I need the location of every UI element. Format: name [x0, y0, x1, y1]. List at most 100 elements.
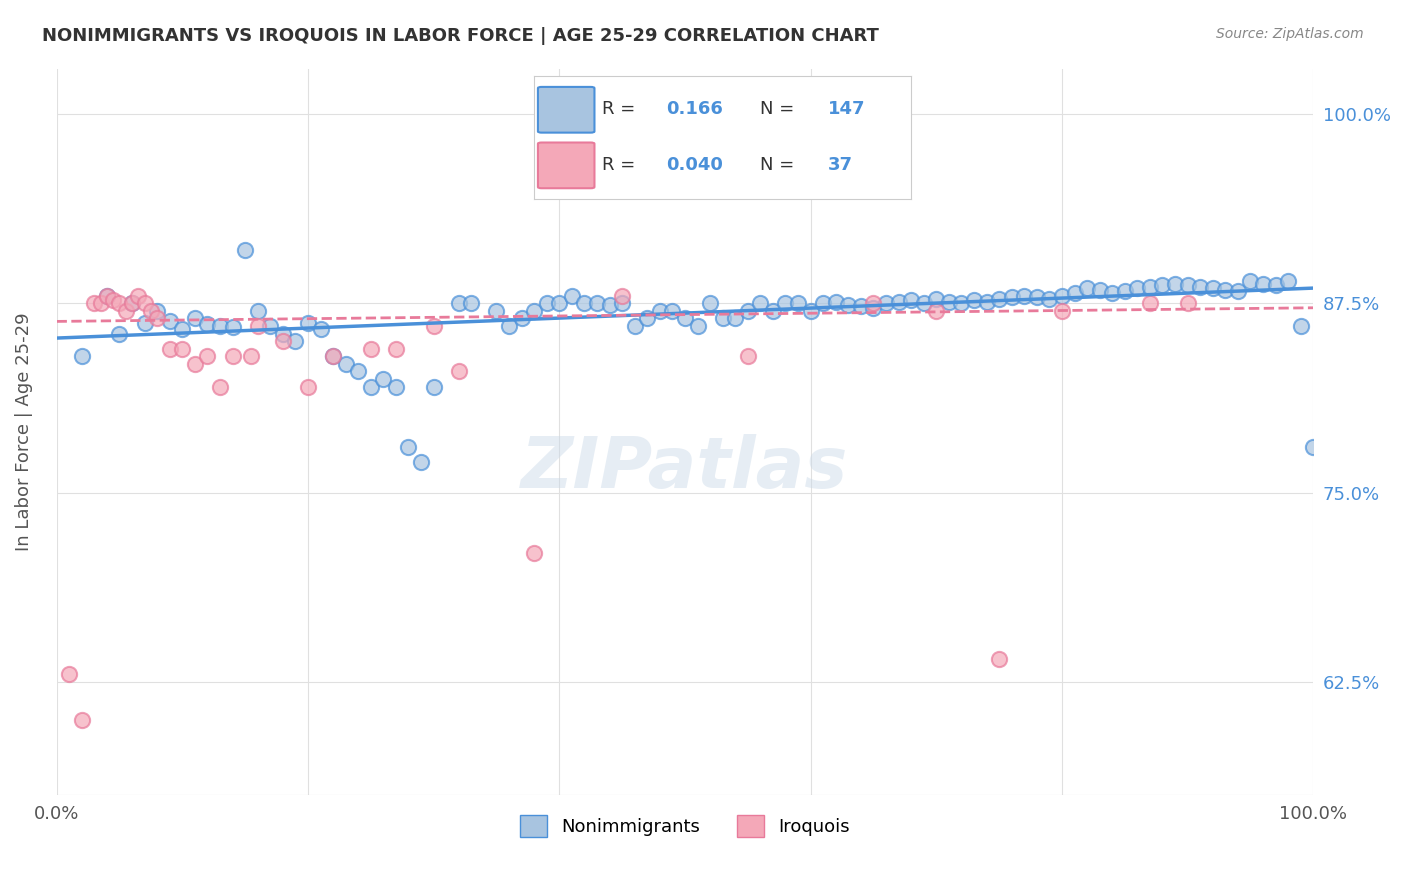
Point	[610, 296, 633, 310]
Text: ZIPatlas: ZIPatlas	[522, 434, 849, 503]
Point	[1277, 273, 1299, 287]
Point	[1177, 296, 1199, 310]
Point	[510, 311, 533, 326]
Point	[146, 303, 169, 318]
Point	[610, 288, 633, 302]
Point	[259, 318, 281, 333]
Point	[548, 296, 571, 310]
Y-axis label: In Labor Force | Age 25-29: In Labor Force | Age 25-29	[15, 313, 32, 551]
Point	[83, 296, 105, 310]
Point	[1177, 278, 1199, 293]
Point	[749, 296, 772, 310]
Point	[900, 293, 922, 308]
Point	[1088, 283, 1111, 297]
Point	[661, 303, 683, 318]
Legend: Nonimmigrants, Iroquois: Nonimmigrants, Iroquois	[513, 808, 858, 845]
Point	[1239, 273, 1261, 287]
Point	[297, 316, 319, 330]
Point	[360, 342, 382, 356]
Point	[623, 318, 645, 333]
Point	[1050, 303, 1073, 318]
Point	[101, 293, 124, 308]
Point	[1063, 285, 1085, 300]
Point	[811, 296, 834, 310]
Point	[335, 357, 357, 371]
Point	[762, 303, 785, 318]
Point	[976, 294, 998, 309]
Point	[159, 342, 181, 356]
Text: NONIMMIGRANTS VS IROQUOIS IN LABOR FORCE | AGE 25-29 CORRELATION CHART: NONIMMIGRANTS VS IROQUOIS IN LABOR FORCE…	[42, 27, 879, 45]
Text: Source: ZipAtlas.com: Source: ZipAtlas.com	[1216, 27, 1364, 41]
Point	[1213, 283, 1236, 297]
Point	[1189, 279, 1212, 293]
Point	[699, 296, 721, 310]
Point	[1050, 288, 1073, 302]
Point	[862, 296, 884, 310]
Point	[1302, 440, 1324, 454]
Point	[988, 292, 1011, 306]
Point	[184, 357, 207, 371]
Point	[409, 455, 432, 469]
Point	[1101, 285, 1123, 300]
Point	[950, 296, 973, 310]
Point	[385, 342, 408, 356]
Point	[172, 322, 194, 336]
Point	[1012, 288, 1035, 302]
Point	[284, 334, 307, 348]
Point	[197, 349, 219, 363]
Point	[1126, 281, 1149, 295]
Point	[240, 349, 263, 363]
Point	[925, 303, 948, 318]
Point	[322, 349, 344, 363]
Point	[271, 334, 294, 348]
Point	[134, 296, 156, 310]
Point	[172, 342, 194, 356]
Point	[422, 318, 444, 333]
Point	[347, 364, 370, 378]
Point	[1038, 292, 1060, 306]
Point	[849, 299, 872, 313]
Point	[422, 379, 444, 393]
Point	[586, 296, 609, 310]
Point	[912, 296, 935, 310]
Point	[875, 296, 897, 310]
Point	[447, 364, 470, 378]
Point	[1202, 281, 1225, 295]
Point	[837, 298, 859, 312]
Point	[96, 288, 118, 302]
Point	[1264, 278, 1286, 293]
Point	[322, 349, 344, 363]
Point	[1251, 277, 1274, 291]
Point	[460, 296, 482, 310]
Point	[1164, 277, 1187, 291]
Point	[90, 296, 112, 310]
Point	[536, 296, 558, 310]
Point	[673, 311, 696, 326]
Point	[398, 440, 420, 454]
Point	[648, 303, 671, 318]
Point	[197, 318, 219, 332]
Point	[447, 296, 470, 310]
Point	[1289, 318, 1312, 333]
Point	[70, 713, 93, 727]
Point	[114, 303, 136, 318]
Point	[208, 379, 231, 393]
Point	[1139, 279, 1161, 293]
Point	[925, 292, 948, 306]
Point	[775, 296, 797, 310]
Point	[1152, 278, 1174, 293]
Point	[1114, 284, 1136, 298]
Point	[1076, 281, 1098, 295]
Point	[134, 316, 156, 330]
Point	[360, 379, 382, 393]
Point	[385, 379, 408, 393]
Point	[523, 546, 546, 560]
Point	[233, 244, 256, 258]
Point	[246, 303, 269, 318]
Point	[988, 652, 1011, 666]
Point	[787, 296, 810, 310]
Point	[498, 318, 520, 333]
Point	[574, 296, 596, 310]
Point	[108, 296, 131, 310]
Point	[121, 296, 143, 310]
